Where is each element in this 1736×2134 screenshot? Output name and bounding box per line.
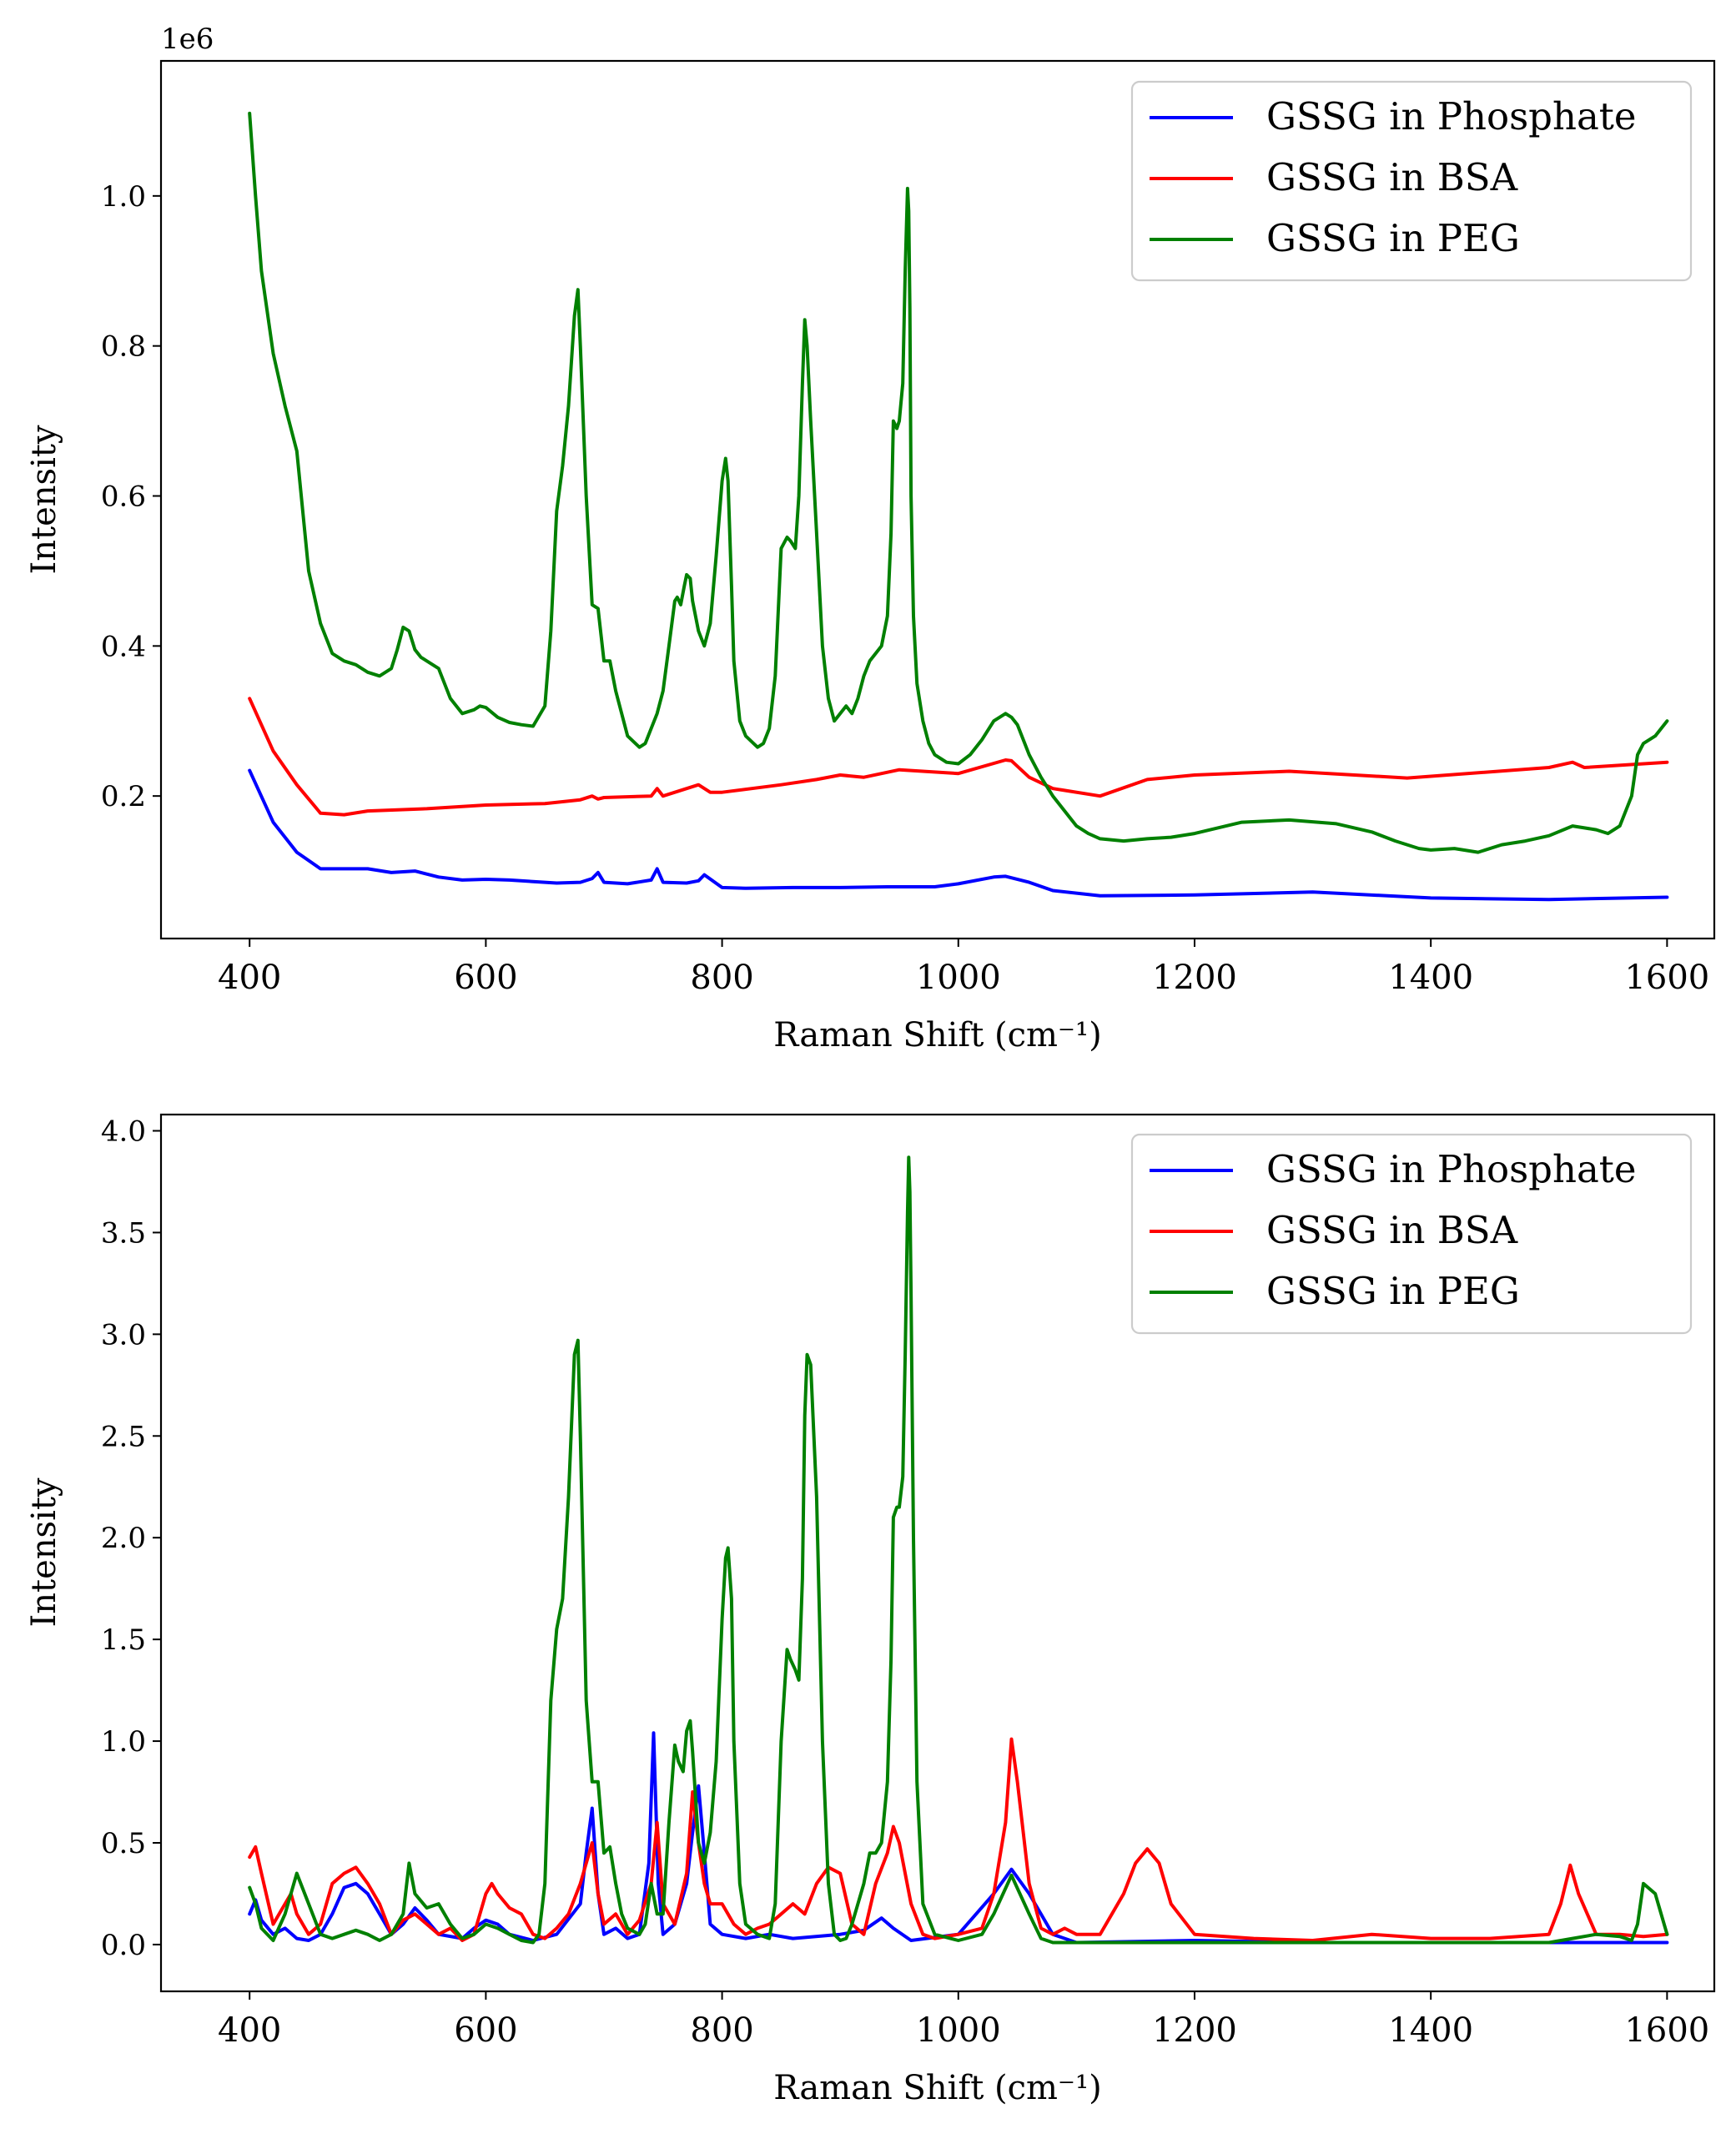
bottom-y-tick-label: 1.5: [101, 1623, 146, 1657]
bottom-legend-box: [1130, 1133, 1693, 1335]
top-x-tick-label: 1200: [1152, 959, 1237, 997]
top-x-tick-label: 1600: [1624, 959, 1709, 997]
bottom-legend-label-bsa: GSSG in BSA: [1266, 1208, 1518, 1252]
top-x-tick-label: 400: [218, 959, 281, 997]
top-axes-frame: [159, 59, 1716, 940]
top-legend-label-bsa: GSSG in BSA: [1266, 155, 1518, 199]
bottom-y-tick-label: 1.0: [101, 1725, 146, 1759]
bottom-y-axis-label: Intensity: [25, 1477, 63, 1627]
bottom-y-tick-label: 2.0: [101, 1522, 146, 1555]
top-x-tick-label: 600: [454, 959, 517, 997]
bottom-x-axis-label: Raman Shift (cm⁻¹): [773, 2069, 1101, 2107]
bottom-y-tick-label: 4.0: [101, 1115, 146, 1149]
bottom-x-tick-label: 1000: [916, 2011, 1001, 2050]
top-series-line-peg: [248, 111, 1669, 854]
top-legend-label-phosphate: GSSG in Phosphate: [1266, 94, 1637, 138]
top-offset-text: 1e6: [161, 23, 214, 56]
bottom-x-tick-label: 800: [690, 2011, 753, 2050]
top-legend-label-peg: GSSG in PEG: [1266, 216, 1520, 260]
bottom-x-tick-label: 1600: [1624, 2011, 1709, 2050]
bottom-y-tick-label: 2.5: [101, 1420, 146, 1453]
top-series-line-phosphate: [248, 768, 1669, 902]
top-subplot: 400 600 800 1000 1200 1400 1600 0.2 0.4 0.6 0.8 1.…: [25, 23, 1716, 1054]
bottom-series-line-bsa: [248, 1737, 1669, 1942]
bottom-legend-label-phosphate: GSSG in Phosphate: [1266, 1147, 1637, 1191]
bottom-series-line-peg: [248, 1155, 1669, 1945]
bottom-x-tick-label: 1200: [1152, 2011, 1237, 2050]
top-y-tick-label: 0.8: [101, 330, 146, 364]
top-x-tick-label: 800: [690, 959, 753, 997]
bottom-y-tick-label: 0.5: [101, 1827, 146, 1860]
bottom-y-tick-label: 3.5: [101, 1216, 146, 1250]
top-legend-box: [1130, 80, 1693, 282]
top-x-tick-label: 1400: [1388, 959, 1473, 997]
bottom-y-tick-label: 3.0: [101, 1318, 146, 1351]
bottom-x-tick-label: 1400: [1388, 2011, 1473, 2050]
bottom-x-tick-label: 400: [218, 2011, 281, 2050]
top-x-axis-label: Raman Shift (cm⁻¹): [773, 1016, 1101, 1054]
bottom-legend: GSSG in Phosphate GSSG in BSA GSSG in PE…: [1130, 1133, 1693, 1335]
top-legend: GSSG in Phosphate GSSG in BSA GSSG in PE…: [1130, 80, 1693, 282]
bottom-subplot: 400 600 800 1000 1200 1400 1600 0.0 0.5 1.0 1.5 2.…: [25, 1113, 1716, 2107]
bottom-legend-label-peg: GSSG in PEG: [1266, 1269, 1520, 1313]
bottom-axes-frame: [159, 1113, 1716, 1993]
top-x-tick-label: 1000: [916, 959, 1001, 997]
top-y-tick-label: 0.6: [101, 481, 146, 514]
top-y-tick-label: 0.4: [101, 630, 146, 663]
top-series-line-bsa: [248, 697, 1669, 817]
bottom-y-tick-label: 0.0: [101, 1929, 146, 1962]
bottom-x-tick-label: 600: [454, 2011, 517, 2050]
top-y-axis-label: Intensity: [25, 425, 63, 574]
top-y-tick-label: 1.0: [101, 180, 146, 214]
top-y-tick-label: 0.2: [101, 780, 146, 813]
